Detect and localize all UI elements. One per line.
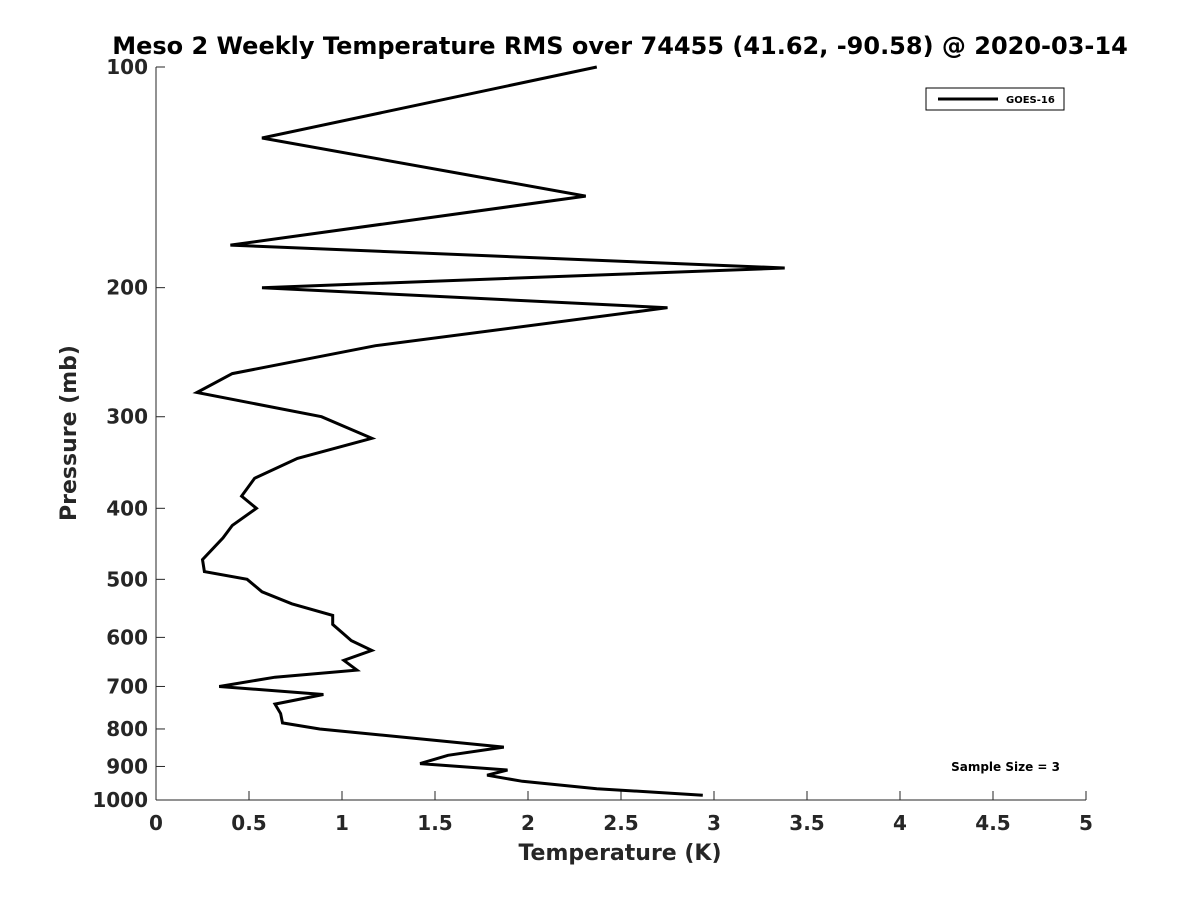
- x-tick-label: 2: [521, 811, 535, 835]
- sample-size-annotation: Sample Size = 3: [951, 760, 1060, 774]
- series-line-goes-16: [192, 65, 785, 797]
- x-tick-label: 4: [893, 811, 907, 835]
- y-tick-label: 100: [106, 55, 148, 79]
- legend-label-goes-16: GOES-16: [1006, 95, 1055, 106]
- x-tick-label: 2.5: [603, 811, 638, 835]
- y-tick-label: 700: [106, 674, 148, 698]
- y-tick-label: 500: [106, 567, 148, 591]
- chart-title: Meso 2 Weekly Temperature RMS over 74455…: [112, 32, 1128, 60]
- legend[interactable]: GOES-16: [925, 87, 1065, 111]
- x-axis-ticks: 0 0.5 1 1.5 2 2.5 3 3.5 4 4.5 5: [149, 791, 1093, 835]
- y-tick-label: 900: [106, 754, 148, 778]
- series-layer: [192, 65, 785, 797]
- y-tick-label: 300: [106, 405, 148, 429]
- y-tick-label: 600: [106, 625, 148, 649]
- y-axis-ticks: 100 200 300 400 500 600 700 800 900 1000: [92, 55, 165, 812]
- x-tick-label: 1: [335, 811, 349, 835]
- x-tick-label: 5: [1079, 811, 1093, 835]
- y-axis-label: Pressure (mb): [57, 345, 82, 521]
- y-tick-label: 1000: [92, 788, 148, 812]
- x-tick-label: 3: [707, 811, 721, 835]
- x-tick-label: 4.5: [975, 811, 1010, 835]
- x-tick-label: 3.5: [789, 811, 824, 835]
- x-tick-label: 0.5: [231, 811, 266, 835]
- y-tick-label: 800: [106, 717, 148, 741]
- y-tick-label: 200: [106, 276, 148, 300]
- x-tick-label: 0: [149, 811, 163, 835]
- x-axis-label: Temperature (K): [518, 841, 721, 866]
- y-tick-label: 400: [106, 496, 148, 520]
- x-tick-label: 1.5: [417, 811, 452, 835]
